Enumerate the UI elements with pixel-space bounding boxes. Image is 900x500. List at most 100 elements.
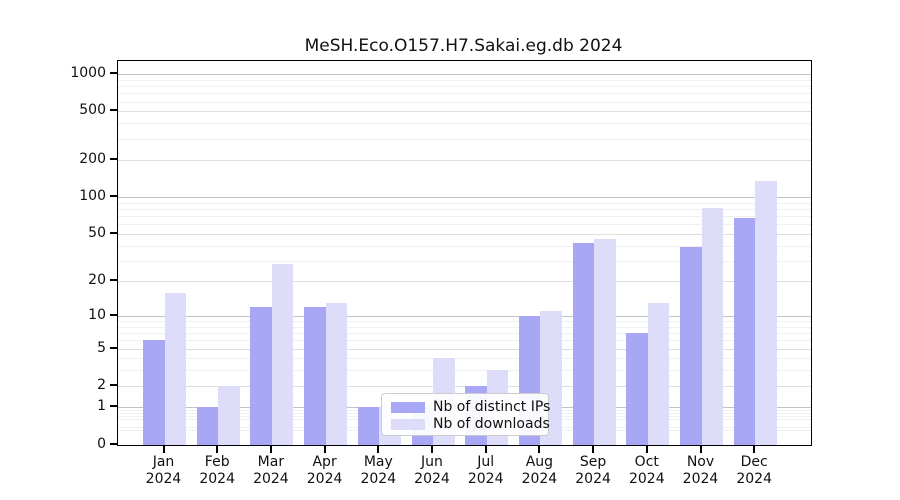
x-tick-oct [645,446,648,453]
y-tick-label-500: 500 [79,102,106,119]
x-tick-dec [753,446,756,453]
x-tick-label-aug: Aug 2024 [521,454,558,487]
gridline-3 [118,370,811,372]
y-tick-200 [110,158,117,161]
y-tick-label-20: 20 [88,272,106,289]
legend-swatch-distinct-ips [391,401,425,413]
x-tick-mar [269,446,272,453]
gridline-30 [118,260,811,262]
x-tick-label-may: May 2024 [360,454,397,487]
y-tick-label-1: 1 [97,398,106,415]
gridline-800 [118,86,811,88]
bar-apr-downloads [325,303,348,445]
gridline-20 [118,281,811,283]
y-tick-label-100: 100 [79,188,106,205]
bar-feb-distinct-ips [196,407,219,445]
y-tick-100 [110,195,117,198]
x-tick-may [377,446,380,453]
x-tick-label-sep: Sep 2024 [575,454,611,487]
y-tick-label-50: 50 [88,224,106,241]
gridline-60 [118,224,811,226]
x-tick-label-jul: Jul 2024 [467,454,504,487]
y-tick-1 [110,405,117,408]
y-tick-500 [110,109,117,112]
plot-area [117,60,812,446]
y-tick-1000 [110,72,117,75]
legend-item-downloads: Nb of downloads [391,415,550,432]
gridline-4 [118,358,811,360]
legend-label-downloads: Nb of downloads [433,415,550,432]
gridline-2 [118,385,811,387]
legend: Nb of distinct IPs Nb of downloads [381,393,551,436]
y-tick-50 [110,231,117,234]
y-tick-label-10: 10 [88,307,106,323]
legend-label-distinct-ips: Nb of distinct IPs [433,398,551,415]
bar-apr-distinct-ips [304,307,326,445]
bar-dec-downloads [755,181,777,445]
x-tick-aug [538,446,541,453]
gridline-6 [118,340,811,342]
y-tick-label-5: 5 [97,339,106,356]
gridline-600 [118,101,811,103]
gridline-500 [118,111,811,113]
gridline-900 [118,80,811,81]
y-tick-label-200: 200 [79,151,106,168]
gridline-7 [118,333,811,335]
x-tick-label-oct: Oct 2024 [628,454,665,487]
gridline-1000 [118,74,811,76]
gridline-50 [118,233,811,235]
x-tick-label-dec: Dec 2024 [736,454,773,487]
x-tick-label-nov: Nov 2024 [682,454,719,487]
y-tick-label-0: 0 [97,435,106,452]
gridline-70 [118,216,811,218]
bar-mar-distinct-ips [250,307,272,445]
bar-nov-distinct-ips [680,246,702,445]
legend-swatch-downloads [391,418,425,430]
gridline-5 [118,348,811,350]
y-tick-10 [110,314,117,316]
bar-sep-distinct-ips [572,243,595,445]
bar-feb-downloads [218,385,240,445]
y-tick-20 [110,279,117,282]
bar-mar-downloads [271,264,294,445]
x-tick-label-feb: Feb 2024 [199,454,236,487]
chart-title: MeSH.Eco.O157.H7.Sakai.eg.db 2024 [304,36,623,56]
y-tick-label-1000: 1000 [70,65,106,82]
gridline-400 [118,123,811,125]
x-tick-feb [216,446,219,453]
x-tick-jan [162,446,165,453]
gridline-200 [118,160,811,162]
x-tick-apr [323,446,326,453]
bar-oct-distinct-ips [626,333,648,445]
bar-jan-downloads [164,292,186,445]
x-tick-jul [484,446,487,453]
gridline-80 [118,209,811,210]
gridline-8 [118,326,811,328]
gridline-10 [118,316,811,317]
legend-item-distinct-ips: Nb of distinct IPs [391,398,551,415]
bar-jan-distinct-ips [143,340,165,445]
gridline-300 [118,138,811,140]
x-tick-label-jun: Jun 2024 [414,454,450,487]
gridline-9 [118,321,811,323]
x-tick-label-jan: Jan 2024 [145,454,182,487]
y-tick-5 [110,346,117,349]
bar-may-distinct-ips [357,407,380,445]
x-tick-nov [699,446,702,453]
gridline-700 [118,93,811,95]
gridline-40 [118,245,811,247]
bar-dec-distinct-ips [733,218,756,445]
y-tick-label-2: 2 [97,376,106,393]
y-tick-0 [110,442,117,445]
gridline-90 [118,202,811,204]
x-tick-sep [592,446,595,453]
x-tick-label-mar: Mar 2024 [253,454,289,487]
bar-oct-downloads [647,303,670,445]
bar-sep-downloads [594,239,616,445]
y-tick-2 [110,383,117,386]
gridline-100 [118,197,811,199]
x-tick-jun [431,446,433,453]
bar-nov-downloads [701,207,723,445]
x-tick-label-apr: Apr 2024 [306,454,343,487]
